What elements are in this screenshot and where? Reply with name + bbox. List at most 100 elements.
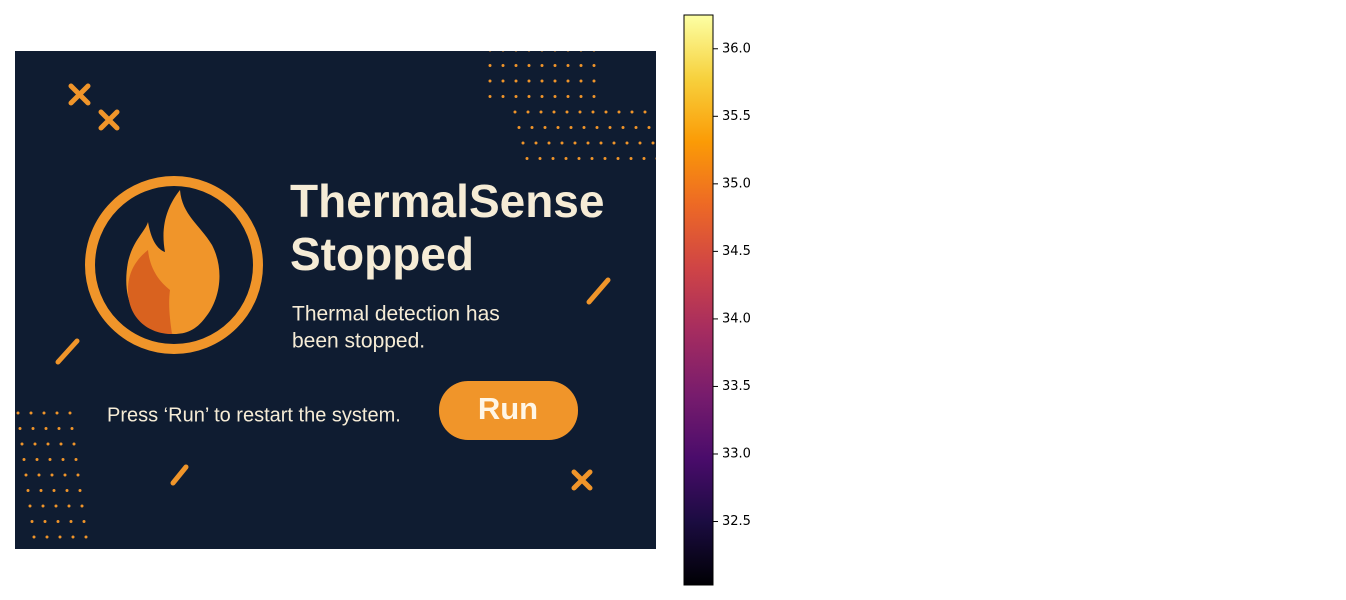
dot (37, 473, 41, 477)
dot (526, 110, 530, 114)
dot (50, 473, 54, 477)
dot (61, 458, 65, 461)
dot (488, 64, 492, 67)
dot (569, 126, 573, 129)
instruction-text: Press ‘Run’ to restart the system. (107, 404, 401, 426)
dot (68, 411, 72, 415)
dot (45, 535, 49, 539)
dot (579, 51, 583, 52)
dot (527, 95, 531, 98)
dot (517, 126, 521, 129)
dot (556, 126, 560, 129)
dot (592, 64, 596, 67)
dot (46, 442, 50, 446)
dot (552, 110, 556, 114)
dot (42, 411, 46, 415)
dot (32, 535, 36, 539)
dash (55, 338, 80, 365)
dot (616, 157, 620, 160)
dot (543, 126, 547, 129)
dot (538, 157, 542, 160)
run-button (439, 381, 578, 440)
dot (514, 79, 518, 83)
dot (56, 520, 60, 523)
dot (551, 157, 555, 160)
dot (530, 126, 534, 129)
dot (44, 427, 48, 430)
dot (54, 504, 58, 508)
dot (514, 64, 518, 67)
banner-title: Stopped (290, 228, 474, 280)
flame-inner (128, 250, 172, 334)
dot (514, 95, 518, 98)
dot (513, 110, 517, 114)
dot (488, 95, 492, 98)
dot (501, 95, 505, 98)
dot (629, 157, 633, 160)
dot (579, 79, 583, 83)
dot (547, 141, 551, 145)
dot (55, 411, 59, 415)
run-button-label: Run (478, 391, 538, 426)
dot (74, 458, 78, 461)
dot (28, 504, 32, 508)
dot (26, 489, 30, 492)
dot (33, 442, 37, 446)
dot (82, 520, 86, 523)
dot (52, 489, 56, 492)
dot (566, 51, 570, 52)
dot (63, 473, 67, 477)
dot (604, 110, 608, 114)
dot (612, 141, 616, 145)
dot (591, 110, 595, 114)
dot (564, 157, 568, 160)
dot (488, 51, 492, 52)
dot (579, 95, 583, 98)
dot (24, 473, 28, 477)
dot (586, 141, 590, 145)
dot-pattern (16, 51, 656, 539)
dot (488, 79, 492, 83)
dot (527, 51, 531, 52)
colorbar-tick-label: 33.5 (722, 379, 751, 394)
dot (566, 64, 570, 67)
dot (540, 79, 544, 83)
flame-ring (85, 176, 263, 354)
dot (595, 126, 599, 129)
dot (643, 110, 647, 114)
dot (540, 64, 544, 67)
dot (655, 157, 656, 160)
dot (521, 141, 525, 145)
dot (80, 504, 84, 508)
banner-message: been stopped. (292, 330, 425, 353)
cross (571, 469, 593, 491)
dot (565, 110, 569, 114)
dot (634, 126, 638, 129)
dot (20, 442, 24, 446)
dot (617, 110, 621, 114)
dot (59, 442, 63, 446)
dot (566, 95, 570, 98)
dot (29, 411, 33, 415)
dot (553, 79, 557, 83)
dot (48, 458, 52, 461)
colorbar-tick-label: 34.5 (722, 244, 751, 259)
dot (527, 79, 531, 83)
dot (566, 79, 570, 83)
dot (553, 51, 557, 52)
dot (539, 110, 543, 114)
dot (573, 141, 577, 145)
dot (625, 141, 629, 145)
dot (582, 126, 586, 129)
dot (592, 51, 596, 52)
banner-title: ThermalSense (290, 175, 604, 227)
dot (57, 427, 61, 430)
dash (586, 277, 611, 305)
dot (603, 157, 607, 160)
dot (18, 427, 22, 430)
dot (39, 489, 43, 492)
banner-image: ThermalSense Stopped Thermal detection h… (15, 51, 656, 549)
colorbar-tick-label: 36.0 (722, 41, 751, 56)
